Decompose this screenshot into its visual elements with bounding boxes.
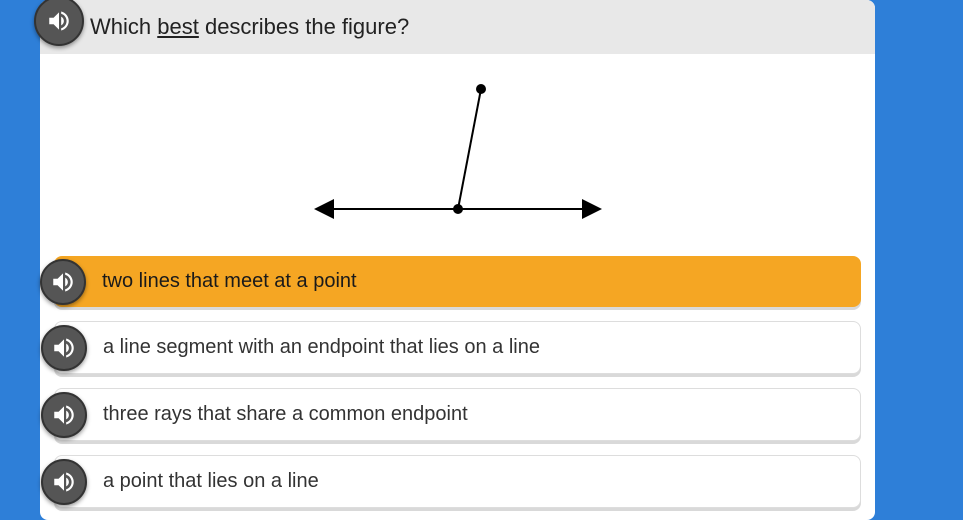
answer-option-1[interactable]: a line segment with an endpoint that lie… <box>54 321 861 374</box>
speaker-icon <box>51 402 77 428</box>
figure-area <box>40 54 875 244</box>
answer-list: two lines that meet at a point a line se… <box>40 244 875 520</box>
answer-label-3: a point that lies on a line <box>103 470 319 492</box>
question-prefix: Which <box>90 14 157 39</box>
segment-bottom-point <box>453 204 463 214</box>
speaker-icon <box>50 269 76 295</box>
answer-option-2[interactable]: three rays that share a common endpoint <box>54 388 861 441</box>
question-card: Which best describes the figure? <box>40 0 875 520</box>
speaker-icon <box>51 335 77 361</box>
answer-audio-button-1[interactable] <box>41 325 87 371</box>
segment-top-point <box>476 84 486 94</box>
question-suffix: describes the figure? <box>199 14 409 39</box>
answer-label-0: two lines that meet at a point <box>102 270 357 292</box>
question-text: Which best describes the figure? <box>40 0 875 54</box>
speaker-icon <box>46 8 72 34</box>
figure-svg <box>308 79 608 219</box>
answer-option-0[interactable]: two lines that meet at a point <box>54 256 861 307</box>
answer-option-3[interactable]: a point that lies on a line <box>54 455 861 508</box>
answer-label-2: three rays that share a common endpoint <box>103 403 468 425</box>
answer-label-1: a line segment with an endpoint that lie… <box>103 336 540 358</box>
answer-audio-button-0[interactable] <box>40 259 86 305</box>
segment-line <box>458 89 481 209</box>
speaker-icon <box>51 469 77 495</box>
answer-audio-button-3[interactable] <box>41 459 87 505</box>
question-underlined: best <box>157 14 199 39</box>
answer-audio-button-2[interactable] <box>41 392 87 438</box>
